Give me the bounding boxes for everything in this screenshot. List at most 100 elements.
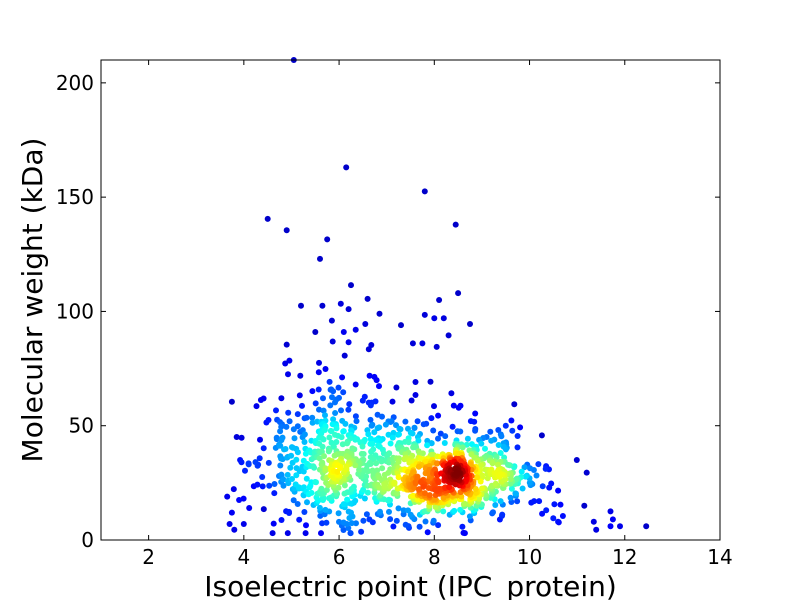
scatter-point [316,359,322,366]
scatter-point [286,510,293,516]
scatter-point [542,465,549,472]
scatter-point [397,426,404,433]
scatter-point [360,517,367,524]
scatter-point [341,352,348,359]
x-tick-label: 14 [707,545,732,569]
scatter-point [583,469,590,476]
scatter-point [398,322,404,329]
scatter-point [283,423,290,430]
scatter-point [405,507,411,514]
scatter-point [271,490,278,497]
scatter-point [253,403,260,410]
scatter-point [466,513,473,520]
scatter-point [410,492,417,499]
scatter-point [296,516,303,523]
scatter-point [343,463,350,470]
scatter-point [252,459,259,466]
scatter-point [334,468,341,475]
scatter-point [288,452,295,459]
scatter-point [365,468,372,475]
scatter-point [497,471,503,478]
scatter-point [348,520,355,527]
scatter-point [467,461,474,468]
scatter-point [488,437,495,444]
scatter-point [430,517,437,524]
scatter-point [435,522,442,529]
scatter-point [326,434,333,441]
scatter-point [365,431,372,438]
scatter-point [280,482,287,489]
scatter-point [277,428,284,435]
scatter-point [573,457,580,463]
scatter-point [393,384,400,391]
scatter-point [320,407,327,414]
scatter-point [321,511,328,518]
scatter-point [341,482,348,489]
scatter-point [422,518,429,525]
scatter-point [372,437,379,443]
scatter-point [345,508,352,515]
scatter-point [273,436,280,443]
scatter-point [311,464,318,471]
scatter-point [526,479,533,486]
scatter-point [345,306,352,313]
scatter-point [505,461,511,468]
scatter-point [226,521,233,527]
scatter-point [352,413,359,420]
scatter-point [303,475,310,482]
scatter-point [376,484,383,491]
scatter-point [522,473,529,480]
scatter-point [492,502,499,508]
scatter-point [546,484,553,491]
scatter-point [458,493,465,500]
scatter-point [321,453,327,460]
scatter-point [333,425,340,432]
scatter-point [342,420,349,427]
scatter-point [381,484,388,490]
scatter-point [457,506,464,513]
scatter-point [368,342,375,348]
scatter-point [607,508,614,515]
scatter-point [428,415,435,422]
scatter-point [416,450,423,457]
scatter-point [426,492,433,499]
scatter-point [254,481,261,488]
scatter-point [374,425,381,432]
scatter-point [315,386,322,393]
scatter-point [376,383,382,390]
scatter-point [321,427,328,433]
scatter-point [500,443,507,450]
x-tick-label: 12 [612,545,637,569]
scatter-point [290,426,297,433]
scatter-point [518,468,525,475]
scatter-point [514,433,521,439]
scatter-point [373,377,380,384]
scatter-point [312,329,319,335]
scatter-point [286,418,293,425]
scatter-point [335,484,342,491]
scatter-point [315,369,322,376]
scatter-point [352,381,359,388]
scatter-point [389,434,396,441]
scatter-point [256,455,263,462]
scatter-point [246,505,253,511]
scatter-point [278,517,285,523]
scatter-point [345,406,352,413]
scatter-point [379,465,386,472]
scatter-point [509,427,516,434]
scatter-point [643,523,650,530]
scatter-point [236,497,243,503]
scatter-point [478,472,485,479]
scatter-point [352,462,359,469]
scatter-point [451,507,458,514]
scatter-point [316,406,322,413]
scatter-point [323,487,330,493]
y-tick-label: 100 [56,299,94,323]
scatter-point [538,432,545,439]
scatter-point [368,448,375,455]
scatter-point [424,529,431,536]
scatter-point [335,510,342,517]
scatter-point [498,433,505,440]
scatter-point [421,311,428,318]
scatter-point [407,511,414,518]
